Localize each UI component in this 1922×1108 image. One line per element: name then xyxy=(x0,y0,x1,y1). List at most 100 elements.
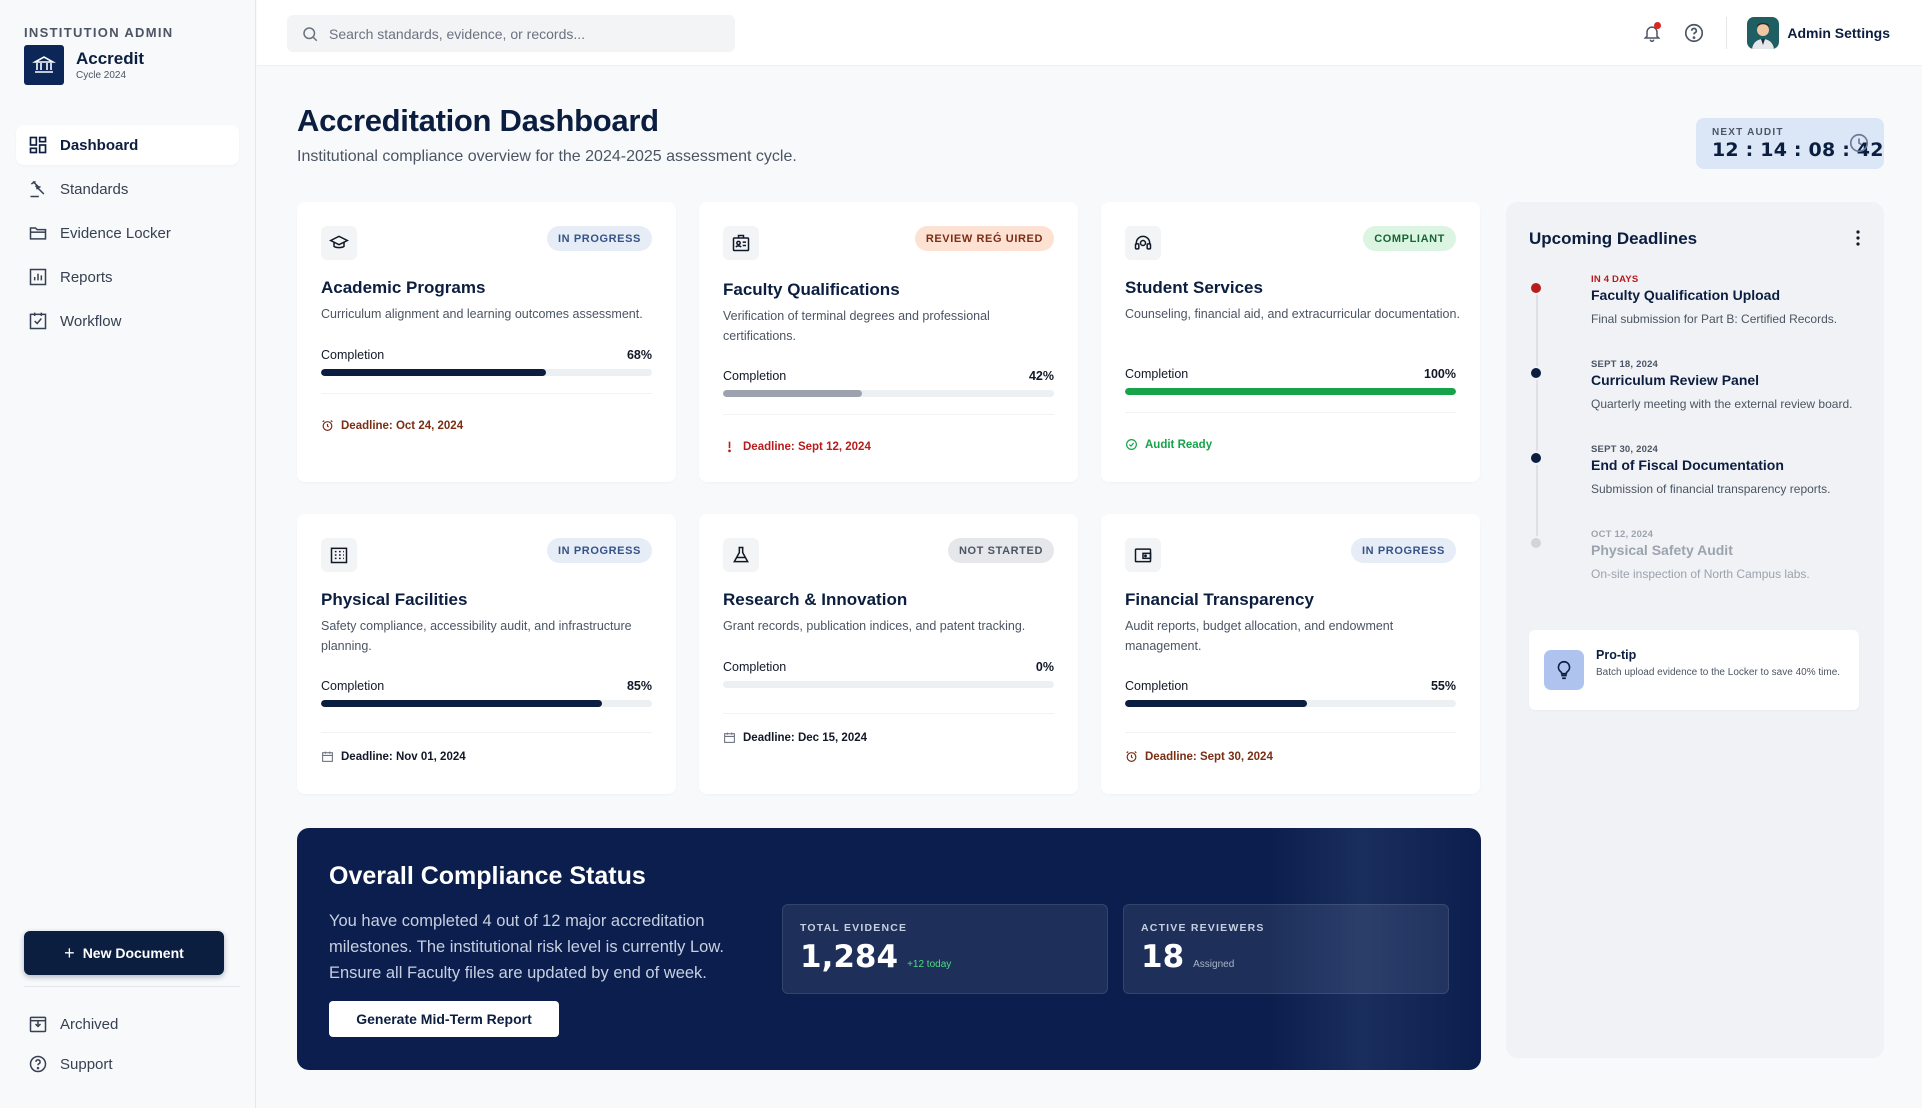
card-academic-programs[interactable]: IN PROGRESS Academic Programs Curriculum… xyxy=(297,202,676,482)
status-badge: IN PROGRESS xyxy=(546,226,652,251)
help-icon xyxy=(29,1055,47,1073)
calendar-icon xyxy=(322,751,333,762)
card-student-services[interactable]: COMPLIANT Student Services Counseling, f… xyxy=(1101,202,1480,482)
topbar-divider xyxy=(1726,17,1728,49)
nav-item-standards[interactable]: Standards xyxy=(16,169,239,209)
more-vert-icon[interactable] xyxy=(1856,230,1860,246)
completion-percent: 42% xyxy=(1028,369,1054,383)
check-circle-icon xyxy=(1126,439,1137,450)
card-divider xyxy=(723,713,1054,714)
completion-percent: 68% xyxy=(626,348,652,362)
compliance-title: Overall Compliance Status xyxy=(329,862,646,890)
page-title: Accreditation Dashboard xyxy=(297,103,659,138)
top-bar: Admin Settings xyxy=(257,0,1922,66)
deadline-text: Deadline: Dec 15, 2024 xyxy=(743,731,868,744)
nav-item-dashboard[interactable]: Dashboard xyxy=(16,125,239,165)
plus-icon: + xyxy=(64,942,75,963)
card-status: Audit Ready xyxy=(1125,438,1212,451)
new-document-button[interactable]: + New Document xyxy=(24,931,224,975)
next-audit-label: NEXT AUDIT xyxy=(1712,127,1784,138)
deadline-description: Final submission for Part B: Certified R… xyxy=(1591,312,1838,326)
progress-fill xyxy=(723,390,863,397)
compliance-banner: Overall Compliance Status You have compl… xyxy=(297,828,1481,1070)
dashboard-icon xyxy=(29,136,47,154)
stat-delta: +12 today xyxy=(907,959,952,970)
card-deadline: Deadline: Sept 30, 2024 xyxy=(1125,750,1273,763)
search-input[interactable] xyxy=(329,25,709,42)
deadline-text: Deadline: Oct 24, 2024 xyxy=(341,419,464,432)
nav-label: Evidence Locker xyxy=(60,224,171,242)
deadline-title: Physical Safety Audit xyxy=(1591,542,1733,558)
card-title: Research & Innovation xyxy=(723,590,908,609)
card-physical-facilities[interactable]: IN PROGRESS Physical Facilities Safety c… xyxy=(297,514,676,794)
exclamation-icon xyxy=(728,441,731,453)
completion-row: Completion 68% xyxy=(321,348,652,362)
gavel-icon xyxy=(30,180,45,198)
generate-report-button[interactable]: Generate Mid-Term Report xyxy=(329,1001,559,1037)
nav-label: Reports xyxy=(60,268,113,286)
building-icon xyxy=(321,538,357,572)
completion-percent: 0% xyxy=(1035,660,1054,674)
deadline-text: Deadline: Sept 30, 2024 xyxy=(1145,750,1273,763)
search-bar[interactable] xyxy=(287,15,735,52)
support-agent-icon xyxy=(1125,226,1161,260)
card-faculty-qualifications[interactable]: REVIEW REǴ UIRED Faculty Qualifications … xyxy=(699,202,1078,482)
nav-item-workflow[interactable]: Workflow xyxy=(16,301,239,341)
stat-value: 18 xyxy=(1141,939,1185,975)
chart-icon xyxy=(29,268,47,286)
card-divider xyxy=(321,393,652,394)
card-description: Verification of terminal degrees and pro… xyxy=(723,309,990,343)
deadline-title: Faculty Qualification Upload xyxy=(1591,287,1781,303)
nav-item-support[interactable]: Support xyxy=(16,1046,239,1082)
admin-settings-link[interactable]: Admin Settings xyxy=(1787,25,1890,41)
stat-sub: Assigned xyxy=(1193,959,1235,970)
nav-label: Standards xyxy=(60,180,129,198)
nav-item-archived[interactable]: Archived xyxy=(16,1006,239,1042)
avatar[interactable] xyxy=(1747,17,1780,49)
panel-title: Upcoming Deadlines xyxy=(1529,229,1698,248)
card-title: Physical Facilities xyxy=(321,590,468,609)
card-description: Audit reports, budget allocation, and en… xyxy=(1125,619,1394,653)
help-button[interactable] xyxy=(1682,21,1706,45)
status-badge: IN PROGRESS xyxy=(546,538,652,563)
compliance-text: You have completed 4 out of 12 major acc… xyxy=(329,912,724,982)
card-title: Student Services xyxy=(1125,278,1263,297)
card-title: Faculty Qualifications xyxy=(723,280,900,299)
brand[interactable]: Accredit Cycle 2024 xyxy=(24,45,144,85)
institution-label: INSTITUTION ADMIN xyxy=(24,25,174,40)
completion-percent: 100% xyxy=(1424,367,1456,381)
progress-bar xyxy=(1125,700,1456,707)
completion-row: Completion 42% xyxy=(723,369,1054,383)
card-deadline: Deadline: Nov 01, 2024 xyxy=(321,750,466,763)
nav-label: Archived xyxy=(60,1015,119,1033)
completion-percent: 85% xyxy=(626,679,652,693)
timeline-dot xyxy=(1529,281,1543,295)
notification-dot xyxy=(1654,22,1662,29)
timeline-dot xyxy=(1529,366,1543,380)
completion-label: Completion xyxy=(321,679,385,693)
total-evidence-stat: TOTAL EVIDENCE 1,284 +12 today xyxy=(782,904,1108,994)
card-divider xyxy=(1125,412,1456,413)
lightbulb-icon xyxy=(1544,650,1584,690)
deadline-description: On-site inspection of North Campus labs. xyxy=(1591,567,1810,581)
progress-bar xyxy=(1125,388,1456,395)
secondary-nav: Archived Support xyxy=(16,1006,239,1086)
nav-item-reports[interactable]: Reports xyxy=(16,257,239,297)
progress-fill xyxy=(1125,700,1308,707)
deadline-date: SEPT 30, 2024 xyxy=(1591,444,1659,455)
card-financial-transparency[interactable]: IN PROGRESS Financial Transparency Audit… xyxy=(1101,514,1480,794)
checkbox-icon xyxy=(29,312,47,330)
next-audit-countdown: NEXT AUDIT 12 : 14 : 08 : 42 xyxy=(1696,118,1884,169)
brand-cycle: Cycle 2024 xyxy=(76,70,127,81)
new-document-label: New Document xyxy=(82,945,184,961)
next-audit-time: 12 : 14 : 08 : 42 xyxy=(1712,139,1884,161)
nav-item-evidence-locker[interactable]: Evidence Locker xyxy=(16,213,239,253)
notifications-button[interactable] xyxy=(1640,21,1664,45)
completion-label: Completion xyxy=(321,348,385,362)
flask-icon xyxy=(723,538,759,572)
id-badge-icon xyxy=(723,226,759,260)
completion-percent: 55% xyxy=(1430,679,1456,693)
card-research-innovation[interactable]: NOT STARTED Research & Innovation Grant … xyxy=(699,514,1078,794)
completion-label: Completion xyxy=(1125,679,1189,693)
deadline-text: Deadline: Nov 01, 2024 xyxy=(341,750,466,763)
